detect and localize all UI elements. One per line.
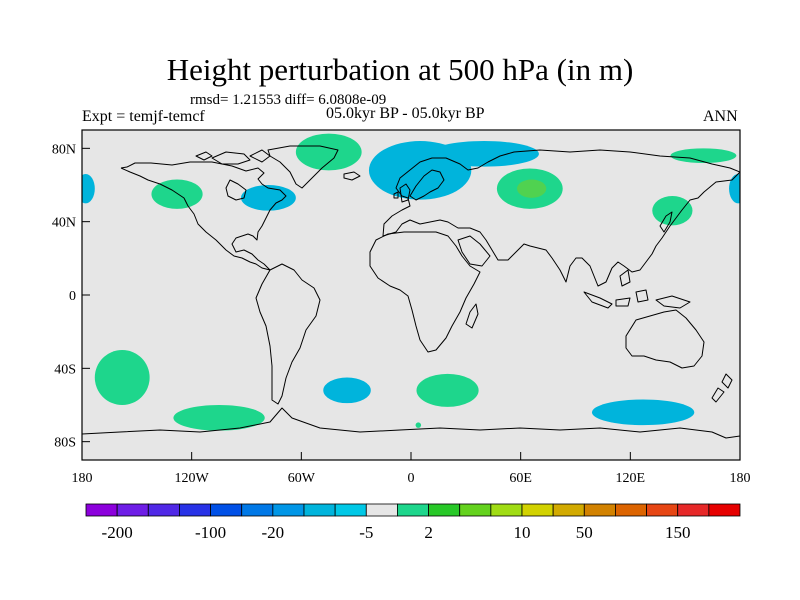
anomaly-region-north-atlantic-europe-negative-ext [429,141,539,167]
colorbar-swatch [677,503,710,517]
colorbar-swatch [179,503,211,517]
lon-tick-label: 180 [72,471,93,486]
anomaly-regions [82,133,740,431]
anomaly-region-southern-indian-negative [591,399,695,426]
coastline-greenland [267,145,339,189]
anomaly-region-south-pacific-south-positive [173,405,265,431]
coastline-scandinavia [409,169,445,201]
lat-tick-label: 40S [54,362,76,377]
lat-ticks: 80N 40N 0 40S 80S [52,142,90,451]
lat-tick-label: 0 [69,289,76,304]
lat-tick-label: 80N [52,142,76,157]
coastline-madagascar [465,303,479,329]
anomaly-region-japan-positive [652,196,693,226]
colorbar-swatch [397,503,429,517]
colorbar: -200 -100 -20 -5 2 10 50 150 [85,503,741,542]
coastline-british-isles [393,183,411,203]
coastlines [82,145,740,439]
colorbar-label: 50 [576,523,593,542]
colorbar-swatch [646,503,679,517]
coastline-north-america [120,161,287,271]
lon-tick-label: 0 [408,471,415,486]
colorbar-swatch [459,503,492,517]
colorbar-swatch [116,503,149,517]
anomaly-region-west-siberia-positive-core [517,179,547,198]
lon-ticks: 180 120W 60W 0 60E 120E 180 [72,452,751,486]
colorbar-swatch [334,503,367,517]
lat-tick-label: 80S [54,436,76,451]
lon-tick-label: 120W [175,471,210,486]
lon-tick-label: 120E [616,471,646,486]
anomaly-region-north-pacific-negative-east [82,174,95,204]
colorbar-swatch [147,503,180,517]
colorbar-label: 2 [424,523,433,542]
colorbar-label: 10 [514,523,531,542]
plot-area: 80N 40N 0 40S 80S 180 120W 60W 0 60E 120E 180 [52,129,751,486]
colorbar-label: -5 [359,523,373,542]
colorbar-swatch [552,503,585,517]
colorbar-swatch [428,503,461,517]
coastline-south-america [255,263,321,405]
colorbar-swatch [210,503,243,517]
coastline-japan [659,211,673,233]
experiment-label: Expt = temjf-temcf [82,108,205,125]
anomaly-region-greenland-positive [295,133,362,171]
lat-tick-label: 40N [52,216,76,231]
coastline-indonesia [583,269,691,309]
stats-label: rmsd= 1.21553 diff= 6.0808e-09 [190,92,387,108]
coastline-australia [625,309,705,369]
anomaly-region-arctic-pacific-positive [670,148,737,164]
season-label: ANN [703,108,738,125]
colorbar-swatch [272,503,305,517]
colorbar-label: -200 [102,523,133,542]
colorbar-label: -100 [195,523,226,542]
colorbar-swatch [241,503,274,517]
anomaly-region-south-pacific-positive [94,350,150,405]
colorbar-swatch [365,503,398,517]
colorbar-swatch [303,503,336,517]
colorbar-swatch [521,503,554,517]
colorbar-swatch [490,503,523,517]
coastline-africa [369,231,481,353]
lon-tick-label: 180 [730,471,751,486]
colorbar-swatch [615,503,647,517]
anomaly-region-south-atlantic-negative [323,377,371,404]
colorbar-swatch [708,503,741,517]
coastline-new-zealand [711,373,733,403]
map-title: Height perturbation at 500 hPa (in m) [166,52,634,87]
colorbar-swatch [85,503,118,517]
anomaly-region-north-america-positive [151,179,203,209]
colorbar-label: -20 [262,523,285,542]
anomaly-region-north-pacific-negative-west [729,174,740,204]
anomaly-region-north-america-negative [241,185,296,211]
period-label: 05.0kyr BP - 05.0kyr BP [326,105,485,122]
coastline-iceland [343,171,361,181]
coastline-arabia [457,235,491,267]
coastline-hudson-bay [225,179,247,201]
anomaly-region-south-atlantic-positive [416,373,479,407]
coastline-antarctica [82,407,740,439]
colorbar-label: 150 [665,523,691,542]
anomaly-region-antarctic-small-positive [415,422,422,428]
lon-tick-label: 60E [509,471,532,486]
lon-tick-label: 60W [288,471,316,486]
colorbar-swatch [583,503,616,517]
coastline-eurasia [382,149,740,287]
